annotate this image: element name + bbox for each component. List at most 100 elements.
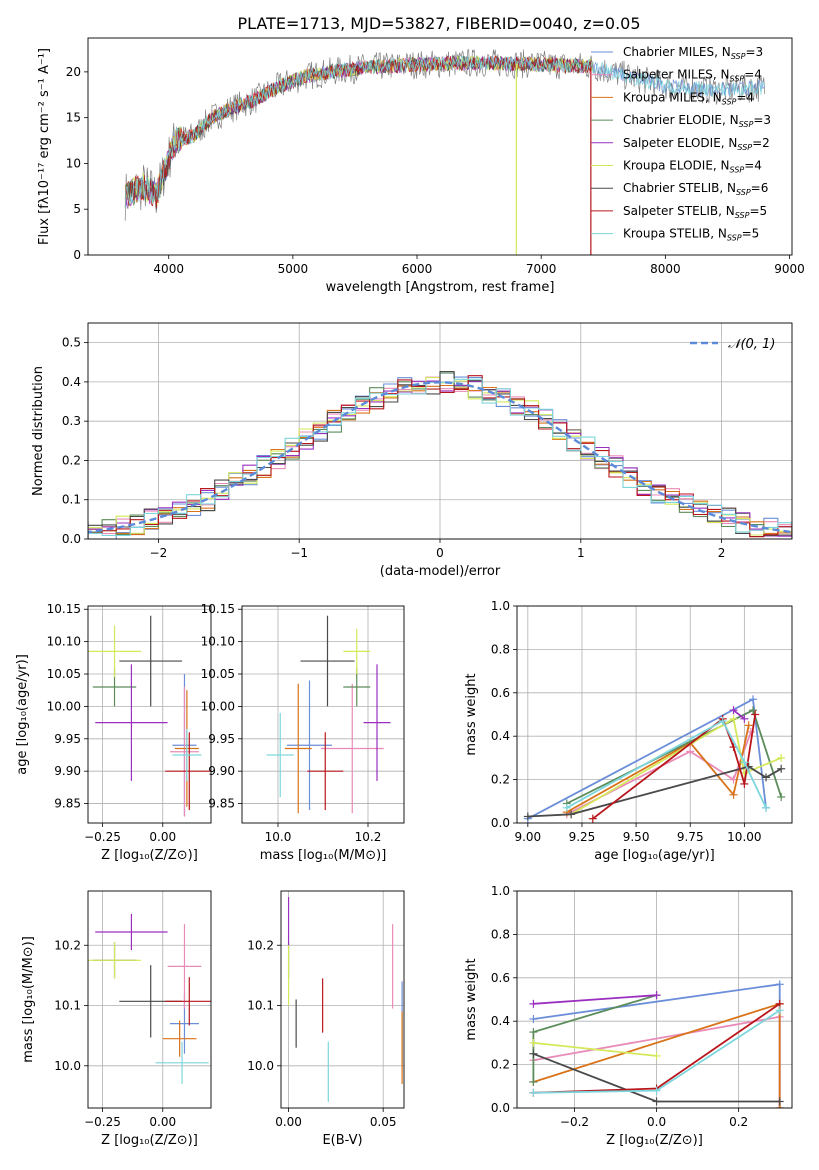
y-tick-label: 10.0 — [54, 1059, 81, 1073]
y-tick-label: 15 — [66, 111, 81, 125]
legend-text: Salpeter ELODIE, N — [623, 136, 737, 150]
weight-marker-salpeter-stelib — [740, 779, 749, 788]
y-tick-label: 1.0 — [491, 884, 510, 898]
weight-marker-kroupa-stelib — [562, 803, 571, 812]
y-tick-label: 9.85 — [54, 797, 81, 811]
legend-text: Chabrier MILES, N — [623, 45, 731, 59]
y-tick-label: 0.3 — [62, 414, 81, 428]
y-tick-label: 9.95 — [208, 732, 235, 746]
legend-count: =6 — [751, 181, 769, 195]
errorbar-salpeter-stelib — [165, 977, 211, 1026]
x-tick-label: 0.00 — [149, 1115, 176, 1129]
errorbar-chabrier-miles — [287, 680, 332, 811]
errorbar-salpeter-miles — [167, 924, 202, 1009]
legend-text: Chabrier STELIB, N — [623, 181, 736, 195]
spectrum-line-kroupa-stelib — [124, 55, 765, 208]
normal-curve — [88, 381, 792, 534]
x-axis-label: (data-model)/error — [380, 564, 501, 579]
weight-line-chabrier-stelib — [527, 765, 782, 818]
x-tick-label: 2 — [718, 546, 726, 560]
weight-marker-chabrier-stelib — [567, 810, 576, 819]
y-tick-label: 0.8 — [491, 642, 510, 656]
plot-marks — [88, 371, 792, 539]
legend-count: =4 — [744, 68, 762, 82]
axes-frame — [87, 37, 793, 256]
legend-sub: SSP — [736, 188, 751, 197]
chart-age-vs-z: −0.25 0.00 9.85 9.90 9.95 10.00 10.05 10.10 10.1… — [15, 602, 212, 863]
errorbar-kroupa-elodie — [343, 628, 371, 675]
legend-label-normal: 𝒩(0, 1) — [728, 337, 775, 352]
legend-count: =3 — [745, 45, 763, 59]
plot-area: 4000 5000 6000 7000 8000 900005101520waveleng… — [15, 37, 805, 1148]
legend-text: Kroupa STELIB, N — [623, 227, 727, 241]
weight-marker-kroupa-elodie — [652, 1051, 661, 1060]
weight-marker-salpeter-elodie — [529, 999, 538, 1008]
x-tick-label: 1 — [577, 546, 585, 560]
y-axis-label: mass weight — [464, 673, 479, 755]
weight-marker-chabrier-stelib — [652, 1097, 661, 1106]
errorbar-salpeter-stelib — [165, 732, 211, 811]
legend-count: =5 — [749, 204, 767, 218]
y-tick-label: 1.0 — [491, 599, 510, 613]
y-tick-label: 10.2 — [54, 938, 81, 952]
chart-weight-vs-age: 9.00 9.25 9.50 9.75 10.00 0.0 0.2 0.4 0.6 0.8 1.0 a… — [464, 599, 793, 863]
weight-line-salpeter-elodie — [732, 709, 745, 720]
errorbar-kroupa-elodie — [88, 942, 142, 979]
axes-frame — [87, 605, 212, 824]
weight-marker-kroupa-stelib — [718, 717, 727, 726]
weight-marker-kroupa-stelib — [762, 803, 771, 812]
weight-marker-chabrier-stelib — [529, 1049, 538, 1058]
x-tick-label: 0.05 — [370, 1115, 397, 1129]
errorbar-salpeter-miles — [170, 686, 199, 817]
y-tick-label: 0.0 — [491, 816, 510, 830]
x-tick-label: −2 — [150, 546, 168, 560]
y-tick-label: 10.1 — [247, 999, 274, 1013]
plot-marks — [88, 615, 211, 817]
weight-marker-salpeter-elodie — [652, 991, 661, 1000]
weight-line-chabrier-elodie — [532, 994, 657, 1082]
legend-text: Chabrier ELODIE, N — [623, 113, 739, 127]
weight-line-kroupa-stelib — [566, 719, 767, 809]
y-tick-label: 10.00 — [201, 699, 235, 713]
y-tick-label: 0.4 — [62, 375, 81, 389]
chart-mass-vs-z: −0.25 0.00 10.0 10.1 10.2 Z [log₁₀(Z/Z⊙)] mass… — [21, 890, 212, 1148]
y-tick-label: 9.85 — [208, 797, 235, 811]
x-tick-label: −1 — [290, 546, 308, 560]
weight-line-salpeter-elodie — [533, 994, 657, 1005]
legend-label-salpeter-elodie: Salpeter ELODIE, NSSP=2 — [623, 136, 770, 152]
weight-marker-chabrier-elodie — [777, 792, 786, 801]
x-tick-label: 6000 — [402, 262, 433, 276]
weight-marker-kroupa-stelib — [775, 1006, 784, 1015]
plot-marks — [88, 913, 211, 1084]
plot-marks — [124, 49, 766, 255]
weight-marker-kroupa-stelib — [529, 1088, 538, 1097]
x-axis-label: Z [log₁₀(Z/Z⊙)] — [101, 848, 198, 863]
weight-marker-chabrier-elodie — [529, 1077, 538, 1086]
errorbar-kroupa-miles — [162, 1020, 197, 1057]
legend-text: Salpeter STELIB, N — [623, 204, 735, 218]
chart-mass-vs-ebv: 0.00 0.05 10.0 10.1 10.2 E(B-V) — [247, 890, 405, 1148]
legend-label-chabrier-stelib: Chabrier STELIB, NSSP=6 — [623, 181, 768, 197]
legend-count: =2 — [752, 136, 770, 150]
y-tick-label: 0.6 — [491, 971, 510, 985]
y-axis-label: mass [log₁₀(M/M⊙)] — [21, 936, 36, 1063]
weight-marker-kroupa-elodie — [777, 753, 786, 762]
weight-marker-chabrier-stelib — [775, 1097, 784, 1106]
y-tick-label: 9.90 — [54, 764, 81, 778]
errorbar-kroupa-elodie — [88, 625, 142, 678]
axes-frame — [241, 605, 405, 824]
plot-marks — [287, 897, 403, 1102]
y-tick-label: 0 — [73, 248, 81, 262]
y-axis-label: mass weight — [464, 958, 479, 1040]
x-tick-label: −0.25 — [84, 830, 121, 844]
y-tick-label: 10.2 — [247, 938, 274, 952]
y-tick-label: 10.15 — [201, 602, 235, 616]
y-tick-label: 0.2 — [491, 773, 510, 787]
chart-residuals: −2 −1 0 1 2 0.0 0.1 0.2 0.3 0.4 0.5 (data-model)/er… — [31, 322, 793, 579]
legend-text: Kroupa MILES, N — [623, 90, 722, 104]
weight-line-chabrier-miles — [527, 697, 767, 820]
legend-label-kroupa-stelib: Kroupa STELIB, NSSP=5 — [623, 227, 759, 243]
x-tick-label: 0 — [436, 546, 444, 560]
